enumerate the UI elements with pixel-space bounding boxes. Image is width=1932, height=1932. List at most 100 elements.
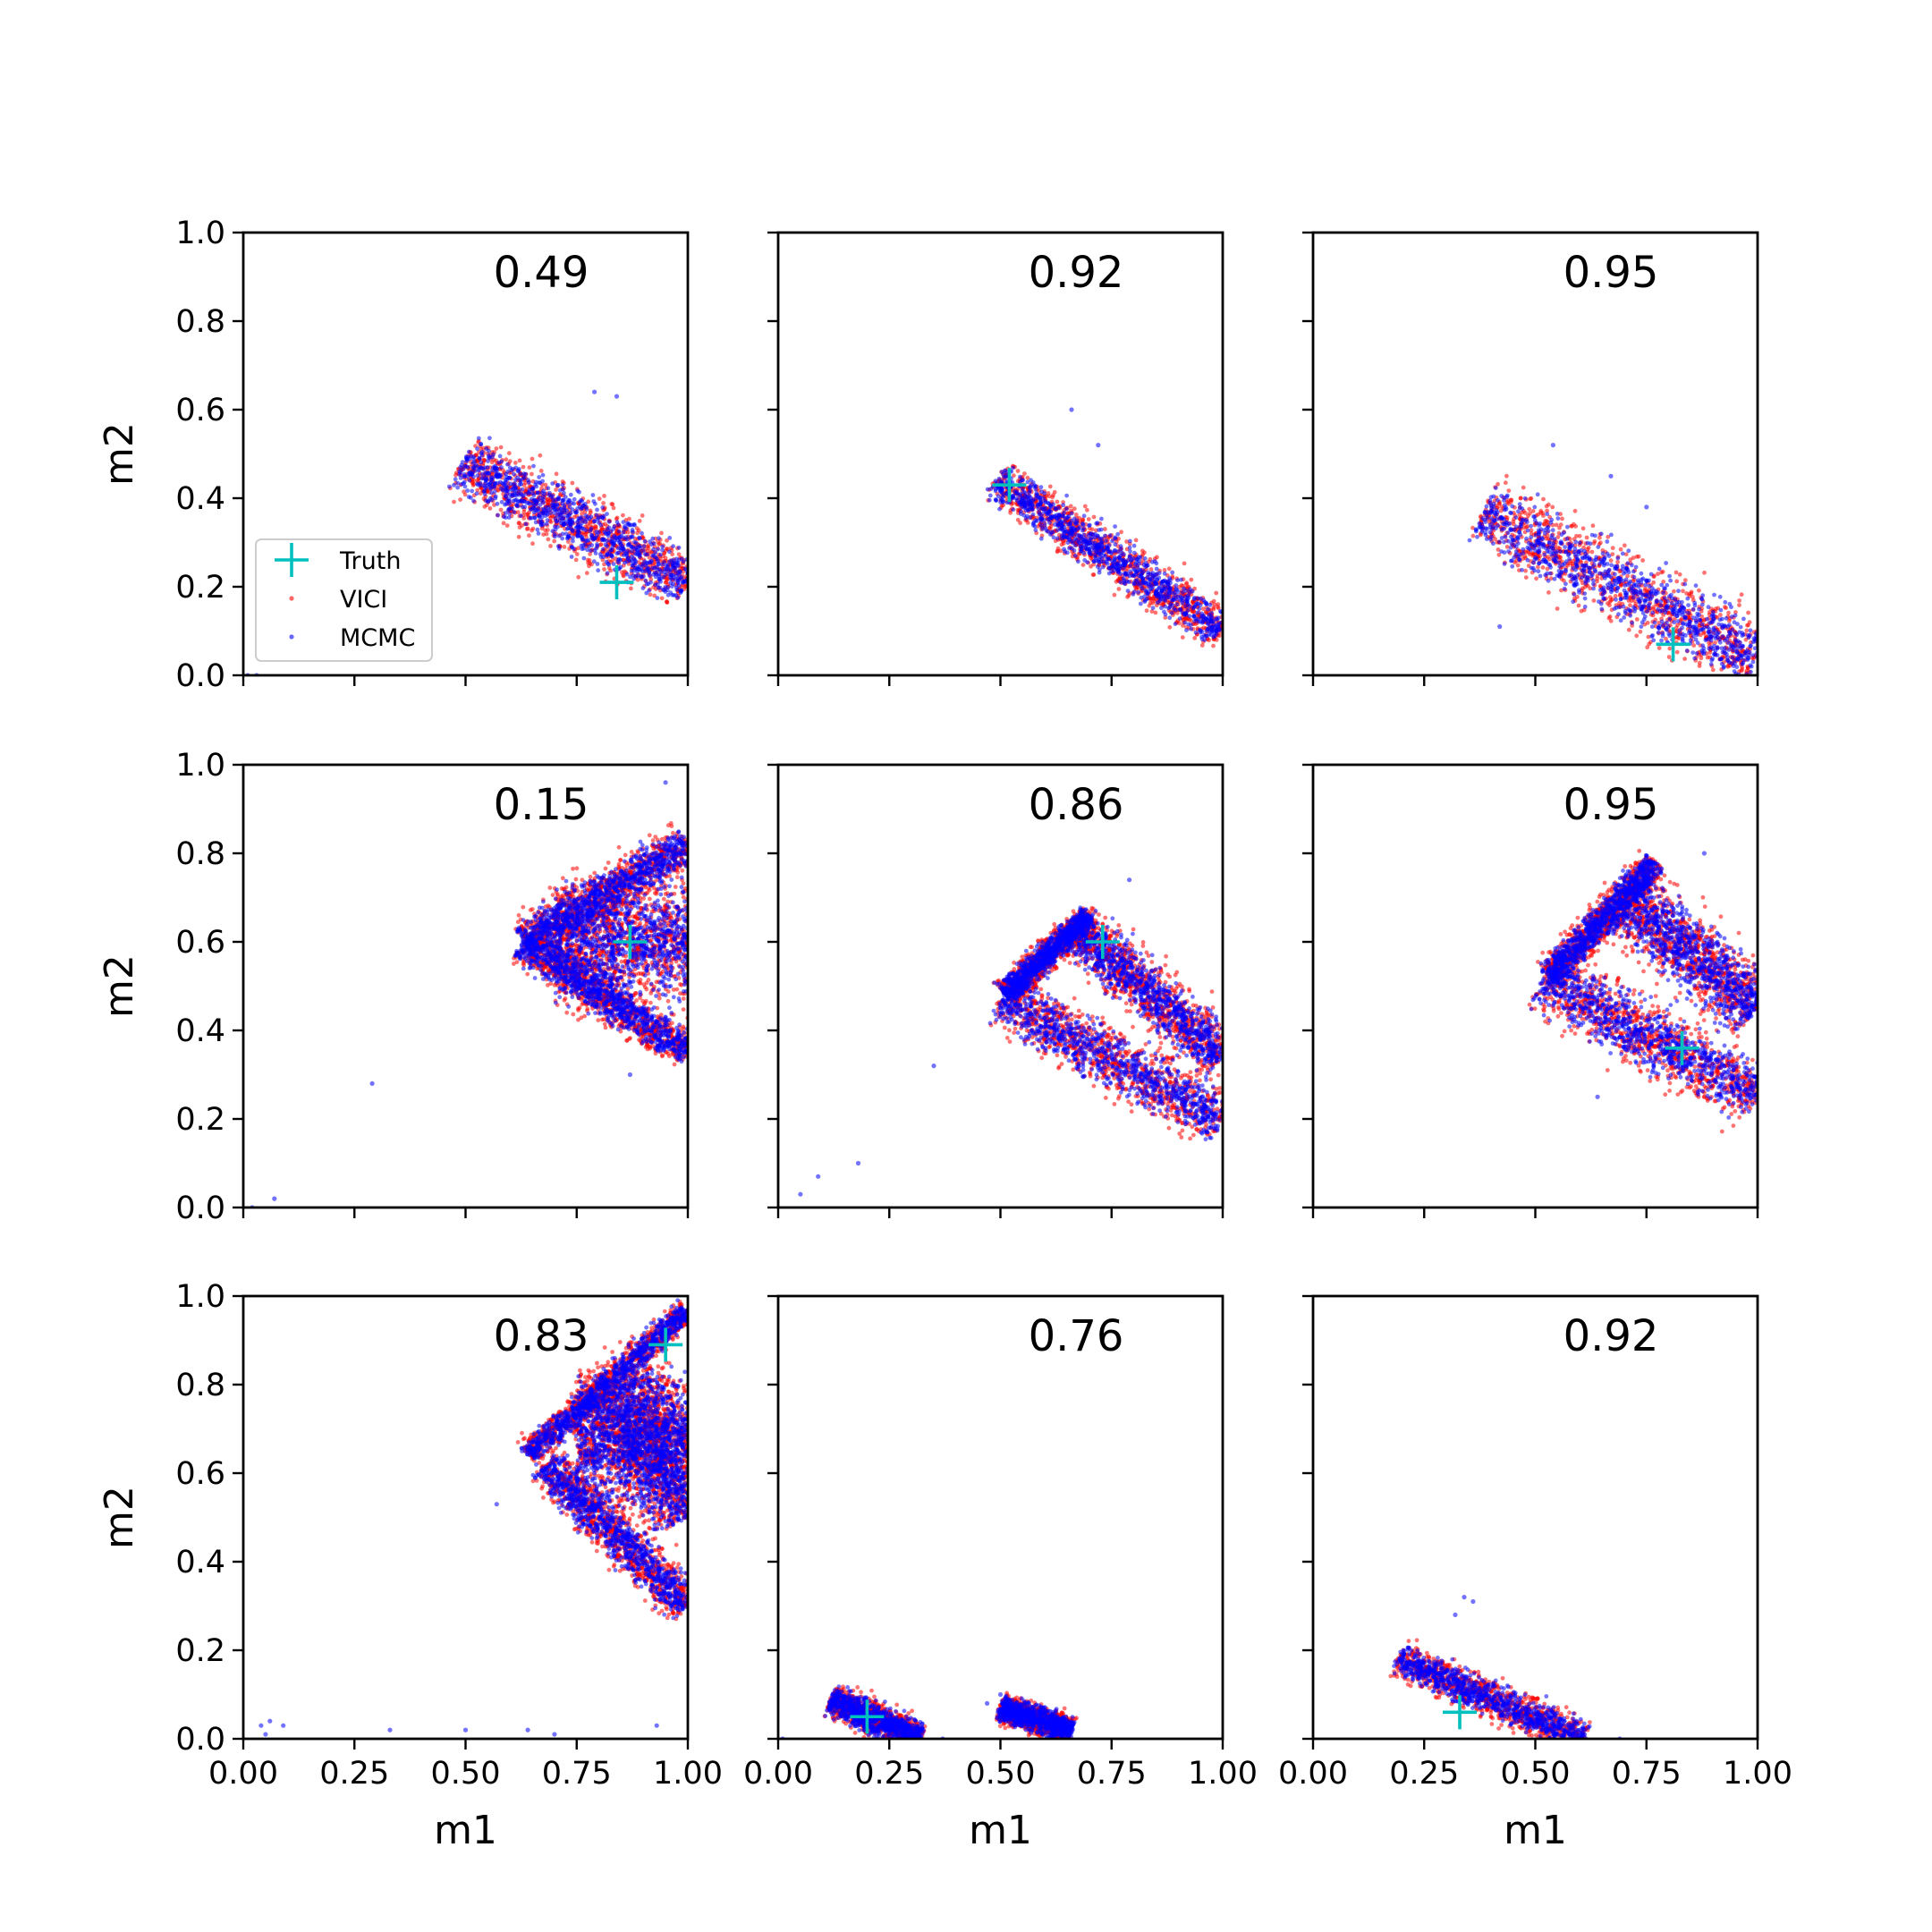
mcmc-point	[518, 513, 523, 519]
mcmc-point	[1143, 588, 1148, 593]
vici-point	[1580, 526, 1586, 531]
mcmc-point	[522, 475, 527, 480]
mcmc-point	[589, 526, 594, 531]
vici-point	[1606, 601, 1610, 606]
vici-point	[1153, 610, 1158, 615]
mcmc-point	[457, 472, 462, 477]
vici-point	[1046, 491, 1051, 496]
mcmc-point	[1184, 628, 1189, 632]
mcmc-point	[1159, 594, 1164, 599]
mcmc-point	[1609, 532, 1614, 538]
mcmc-point	[1037, 512, 1042, 517]
mcmc-point	[1112, 548, 1117, 554]
vici-point	[1577, 533, 1582, 538]
mcmc-point	[546, 504, 551, 510]
mcmc-point	[1196, 601, 1200, 606]
vici-point	[1744, 628, 1750, 633]
vici-point	[1713, 640, 1717, 645]
vici-point	[1751, 656, 1756, 661]
mcmc-point	[482, 485, 487, 489]
mcmc-point	[495, 501, 500, 506]
mcmc-point	[1022, 497, 1027, 502]
mcmc-point	[1014, 498, 1020, 503]
vici-point	[621, 572, 626, 578]
mcmc-point	[1125, 589, 1131, 593]
mcmc-point	[664, 572, 668, 577]
mcmc-point	[601, 513, 606, 519]
mcmc-point	[484, 470, 488, 475]
y-tick-label: 1.0	[175, 216, 225, 251]
mcmc-point	[546, 486, 551, 491]
mcmc-point	[1505, 538, 1511, 544]
mcmc-point	[1131, 589, 1137, 594]
mcmc-point	[1028, 485, 1033, 490]
mcmc-point	[1197, 606, 1202, 612]
vici-point	[1184, 580, 1190, 586]
vici-point	[1625, 573, 1630, 579]
mcmc-point	[1131, 543, 1137, 548]
vici-point	[513, 461, 518, 465]
mcmc-point	[520, 504, 525, 510]
mcmc-point	[457, 469, 462, 474]
vici-point	[1560, 516, 1564, 521]
vici-point	[1527, 552, 1532, 557]
mcmc-point	[1475, 534, 1479, 539]
mcmc-point	[479, 460, 484, 465]
vici-point	[1677, 572, 1682, 577]
mcmc-point	[670, 562, 675, 566]
vici-point	[1666, 610, 1672, 615]
mcmc-point	[1512, 555, 1517, 560]
mcmc-point	[1517, 557, 1522, 563]
vici-point	[1072, 506, 1077, 512]
mcmc-point	[641, 548, 646, 554]
mcmc-point	[1521, 551, 1526, 555]
mcmc-point	[1064, 506, 1069, 512]
mcmc-point	[510, 506, 514, 511]
vici-point	[690, 565, 694, 570]
mcmc-point	[572, 501, 577, 506]
mcmc-point	[1143, 597, 1148, 603]
mcmc-point	[1077, 533, 1081, 538]
mcmc-point	[1516, 541, 1521, 546]
mcmc-point	[1606, 554, 1612, 558]
mcmc-point	[506, 515, 512, 520]
mcmc-point	[1132, 550, 1137, 555]
mcmc-point	[998, 500, 1003, 504]
mcmc-point	[650, 536, 656, 541]
mcmc-point	[658, 552, 663, 557]
mcmc-point	[1042, 509, 1046, 514]
vici-point	[670, 552, 674, 557]
legend-truth-icon	[275, 543, 309, 577]
vici-point	[1690, 595, 1695, 599]
mcmc-point	[1137, 561, 1141, 566]
mcmc-point	[567, 519, 572, 524]
mcmc-point	[556, 533, 562, 538]
mcmc-point	[653, 582, 657, 588]
vici-point	[1646, 634, 1651, 640]
mcmc-point	[1183, 597, 1189, 603]
mcmc-point	[567, 504, 572, 509]
mcmc-point	[487, 448, 491, 453]
vici-point	[637, 519, 642, 523]
legend-label: Truth	[339, 547, 401, 575]
mcmc-point	[1179, 597, 1184, 602]
mcmc-point	[1182, 586, 1186, 591]
mcmc-point	[581, 555, 587, 561]
mcmc-point	[1142, 556, 1148, 561]
mcmc-point	[1108, 549, 1114, 555]
mcmc-point	[473, 462, 479, 468]
mcmc-point	[1206, 606, 1210, 612]
mcmc-point	[1064, 530, 1070, 535]
mcmc-point	[1690, 615, 1696, 621]
vici-point	[1523, 575, 1529, 580]
mcmc-point	[632, 539, 637, 545]
mcmc-point	[1176, 589, 1181, 594]
vici-point	[622, 569, 627, 574]
mcmc-point	[494, 465, 499, 470]
mcmc-point	[1020, 502, 1024, 507]
mcmc-point	[563, 495, 568, 499]
mcmc-point	[1067, 546, 1072, 551]
mcmc-point	[606, 530, 611, 536]
mcmc-point	[1725, 633, 1731, 639]
vici-point	[1542, 521, 1546, 527]
